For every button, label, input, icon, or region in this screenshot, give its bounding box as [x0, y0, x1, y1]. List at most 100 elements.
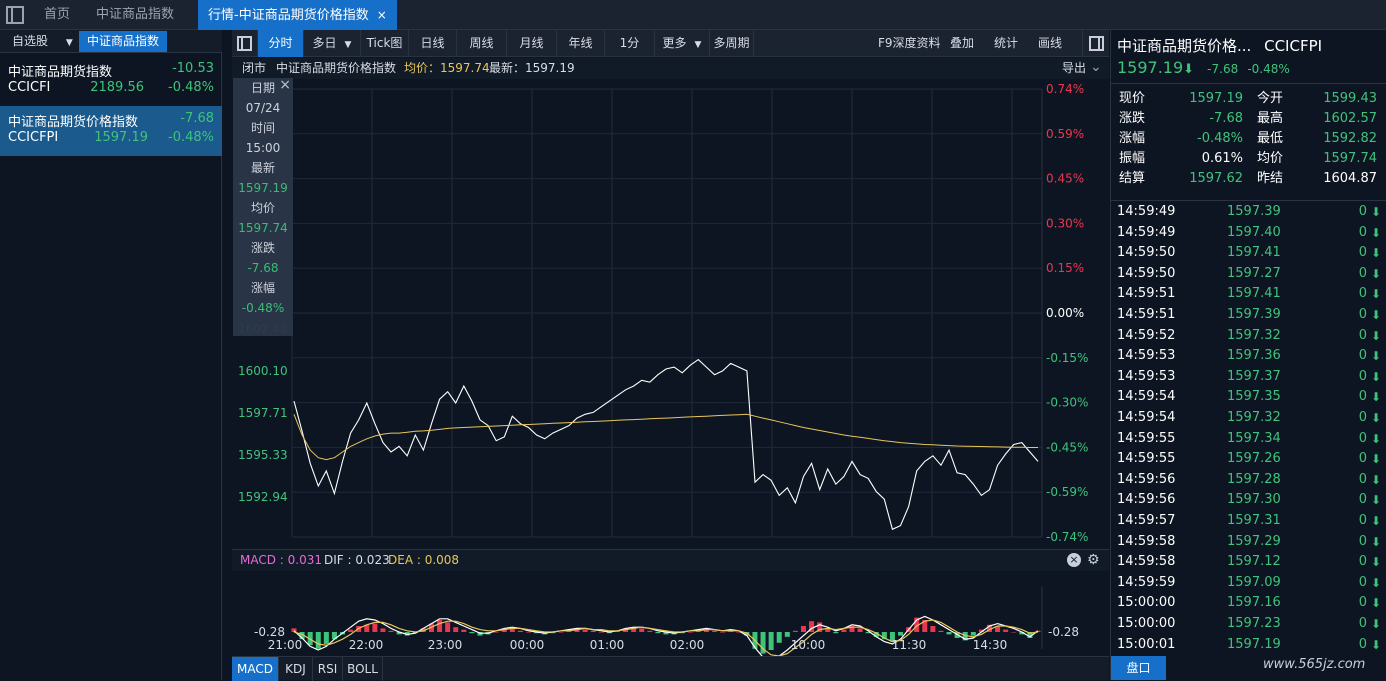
tab-boll[interactable]: BOLL — [343, 657, 383, 681]
draw-line-button[interactable]: 画线 — [1038, 36, 1063, 50]
table-row: 15:00:00 1597.23 0 ⬇ — [1117, 614, 1381, 635]
chevron-down-icon[interactable]: ▼ — [344, 40, 352, 50]
down-arrow-icon: ⬇ — [1370, 617, 1381, 631]
tab-timeshare[interactable]: 分时 — [258, 30, 304, 57]
table-row: 14:59:55 1597.26 0 ⬇ — [1117, 449, 1381, 470]
trade-price: 1597.28 — [1227, 471, 1281, 487]
tab-daily[interactable]: 日线 — [409, 30, 457, 57]
tab-more[interactable]: 更多 ▼ — [655, 30, 710, 57]
table-row: 14:59:51 1597.41 0 ⬇ — [1117, 284, 1381, 305]
trade-price: 1597.41 — [1227, 245, 1281, 261]
tab-multi-day-label: 多日 — [312, 36, 337, 50]
down-arrow-icon: ⬇ — [1370, 205, 1381, 219]
price-tick-label: 1592.94 — [238, 490, 288, 504]
down-arrow-icon: ⬇ — [1370, 596, 1381, 611]
chevron-down-icon[interactable]: ▼ — [65, 38, 73, 48]
tab-1min[interactable]: 1分 — [605, 30, 655, 57]
time-tick-label: 10:00 — [791, 638, 826, 652]
macd-chart: -0.28 -0.28 — [254, 586, 1079, 661]
table-row: 14:59:50 1597.41 0 ⬇ — [1117, 243, 1381, 264]
close-icon[interactable]: × — [279, 77, 291, 93]
pankou-tab[interactable]: 盘口 — [1111, 656, 1166, 680]
overlay-button[interactable]: 叠加 — [950, 36, 975, 50]
list-item[interactable]: 中证商品期货指数 -10.53 CCICFI 2189.56 -0.48% — [0, 56, 222, 106]
tab-tick[interactable]: Tick图 — [361, 30, 409, 57]
trade-volume: 0 — [1358, 204, 1367, 219]
macd-bar — [922, 620, 928, 632]
down-arrow-icon: ⬇ — [1370, 246, 1381, 261]
trade-price: 1597.34 — [1227, 430, 1281, 446]
macd-bar — [590, 630, 596, 632]
quote-label: 均价 — [1257, 151, 1284, 166]
tab-home[interactable]: 首页 — [44, 7, 71, 22]
chevron-down-icon[interactable]: ▼ — [694, 40, 702, 50]
table-row: 14:59:56 1597.30 0 ⬇ — [1117, 490, 1381, 511]
tip-avg-label: 均价 — [250, 201, 275, 215]
trade-price: 1597.40 — [1227, 224, 1281, 240]
trade-time: 15:00:00 — [1117, 616, 1176, 631]
panel-toggle-icon[interactable] — [1082, 30, 1109, 57]
macd-bar — [291, 628, 297, 632]
export-button[interactable]: 导出 — [1062, 61, 1087, 75]
tab-watchlist[interactable]: 自选股 ▼ — [4, 31, 81, 52]
macd-bar — [639, 628, 645, 632]
tab-yearly[interactable]: 年线 — [557, 30, 605, 57]
close-icon[interactable]: × — [1067, 553, 1081, 567]
macd-bar — [517, 630, 523, 632]
table-row: 14:59:50 1597.27 0 ⬇ — [1117, 264, 1381, 285]
headline-price: 1597.19 — [1117, 58, 1184, 77]
trade-time: 14:59:53 — [1117, 368, 1176, 384]
tab-csi-commodity[interactable]: 中证商品指数 — [79, 31, 168, 52]
down-arrow-icon: ⬇ — [1370, 493, 1381, 508]
macd-bar — [509, 628, 515, 632]
tab-monthly[interactable]: 月线 — [507, 30, 557, 57]
trade-time: 14:59:50 — [1117, 245, 1176, 261]
down-arrow-icon: ⬇ — [1370, 390, 1381, 405]
headline-change: -7.68 — [1207, 62, 1239, 76]
quote-label: 涨幅 — [1119, 131, 1146, 146]
tab-kdj[interactable]: KDJ — [279, 657, 313, 681]
f9-deep-data-button[interactable]: F9深度资料 — [878, 36, 941, 50]
quote-row: 振幅 0.61% 均价 1597.74 — [1119, 149, 1379, 169]
top-tab-bar: 首页 中证商品指数 行情-中证商品期货价格指数 × — [0, 0, 1386, 30]
pct-tick-label: 0.74% — [1046, 82, 1084, 96]
quote-row: 涨跌 -7.68 最高 1602.57 — [1119, 109, 1379, 129]
table-row: 14:59:53 1597.36 0 ⬇ — [1117, 346, 1381, 367]
tab-macd[interactable]: MACD — [232, 657, 279, 681]
timeshare-chart[interactable]: 0.74% 0.59% 0.45% 0.30% 0.15% 0.00% -0.15% -0.3… — [232, 79, 1109, 549]
tip-last-value: 1597.19 — [238, 181, 288, 195]
close-icon[interactable]: × — [376, 8, 387, 22]
macd-bar — [776, 632, 782, 643]
down-arrow-icon: ⬇ — [1370, 266, 1381, 281]
tab-csi-commodity-index[interactable]: 中证商品指数 — [96, 7, 175, 22]
window-toggle-icon[interactable] — [6, 6, 24, 24]
chevron-down-icon[interactable]: ⌄ — [1090, 59, 1102, 75]
gear-icon[interactable]: ⚙ — [1087, 552, 1100, 568]
tab-multi-period[interactable]: 多周期 — [710, 30, 754, 57]
time-tick-label: 00:00 — [510, 638, 545, 652]
watchlist-tabs: 自选股 ▼ 中证商品指数 — [0, 30, 222, 53]
macd-bar — [736, 632, 742, 633]
time-axis: 21:00 22:00 23:00 00:00 01:00 02:00 10:00 11:30… — [268, 638, 1008, 652]
quote-value: 1597.62 — [1189, 171, 1243, 186]
macd-bar — [849, 626, 855, 632]
tab-multi-day[interactable]: 多日 ▼ — [304, 30, 361, 57]
sidebar-toggle-icon[interactable] — [232, 30, 258, 57]
pct-tick-label: 0.15% — [1046, 261, 1084, 275]
quote-value: 1597.74 — [1323, 151, 1377, 166]
item-code: CCICFI — [8, 80, 51, 95]
down-arrow-icon: ⬇ — [1370, 637, 1381, 652]
headline-pct: -0.48% — [1247, 62, 1290, 76]
trade-price: 1597.39 — [1227, 204, 1281, 219]
down-arrow-icon: ⬇ — [1183, 62, 1195, 77]
tab-quote-ccicfpi[interactable]: 行情-中证商品期货价格指数 × — [198, 0, 397, 30]
trade-price: 1597.19 — [1227, 636, 1281, 652]
statistics-button[interactable]: 统计 — [994, 36, 1019, 50]
trade-volume: 0 — [1358, 389, 1367, 405]
down-arrow-icon: ⬇ — [1370, 411, 1381, 425]
tab-weekly[interactable]: 周线 — [457, 30, 507, 57]
macd-bar — [453, 627, 459, 632]
trade-time: 14:59:49 — [1117, 204, 1176, 219]
tab-rsi[interactable]: RSI — [313, 657, 343, 681]
list-item-selected[interactable]: 中证商品期货价格指数 -7.68 CCICFPI 1597.19 -0.48% — [0, 106, 222, 156]
